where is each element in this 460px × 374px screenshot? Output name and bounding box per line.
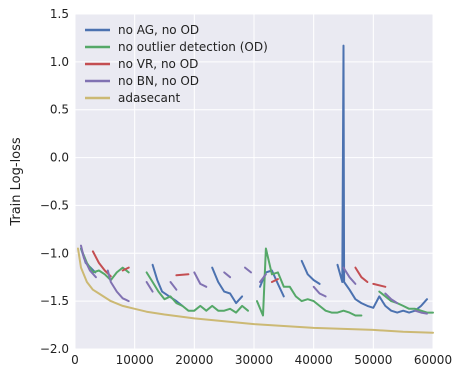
series-line bbox=[300, 259, 321, 285]
y-tick-label: 0.0 bbox=[50, 151, 69, 165]
legend: no AG, no OD no outlier detection (OD) no … bbox=[85, 23, 268, 105]
series-line bbox=[121, 266, 130, 272]
series-line bbox=[378, 290, 434, 314]
legend-label: no AG, no OD bbox=[118, 23, 199, 37]
series-line bbox=[145, 281, 154, 293]
series-line bbox=[259, 273, 267, 283]
series-line bbox=[372, 282, 387, 288]
x-tick-label: 40000 bbox=[295, 353, 333, 367]
legend-label: no BN, no OD bbox=[118, 74, 199, 88]
legend-label: no VR, no OD bbox=[118, 57, 198, 71]
series-line bbox=[336, 44, 428, 314]
legend-label: no outlier detection (OD) bbox=[118, 40, 268, 54]
y-axis-label: Train Log-loss bbox=[9, 137, 24, 227]
y-tick-label: −1.0 bbox=[40, 246, 69, 260]
series-line bbox=[106, 269, 130, 303]
series-layer bbox=[77, 44, 434, 334]
legend-label: adasecant bbox=[118, 91, 181, 105]
series-1 bbox=[80, 247, 434, 317]
y-tick-label: 1.0 bbox=[50, 55, 69, 69]
x-axis-ticks: 0 10000 20000 30000 40000 50000 60000 bbox=[71, 353, 452, 367]
series-line bbox=[145, 271, 249, 314]
series-line bbox=[414, 309, 428, 315]
x-tick-label: 60000 bbox=[414, 353, 452, 367]
series-line bbox=[223, 271, 232, 279]
x-tick-label: 20000 bbox=[175, 353, 213, 367]
y-tick-label: 0.5 bbox=[50, 103, 69, 117]
y-tick-label: −1.5 bbox=[40, 294, 69, 308]
series-line bbox=[256, 247, 363, 317]
y-tick-label: 1.5 bbox=[50, 7, 69, 21]
series-line bbox=[354, 266, 369, 283]
x-tick-label: 30000 bbox=[235, 353, 273, 367]
series-line bbox=[270, 278, 279, 283]
grid bbox=[74, 13, 434, 350]
series-line bbox=[80, 244, 97, 279]
series-line bbox=[77, 247, 434, 334]
series-line bbox=[244, 266, 252, 274]
y-axis-ticks: 1.5 1.0 0.5 0.0 −0.5 −1.0 −1.5 −2.0 bbox=[40, 7, 69, 356]
x-tick-label: 10000 bbox=[116, 353, 154, 367]
y-tick-label: −0.5 bbox=[40, 198, 69, 212]
series-line bbox=[175, 273, 190, 277]
series-line bbox=[169, 281, 178, 291]
series-line bbox=[80, 247, 130, 282]
series-line bbox=[342, 266, 357, 285]
x-tick-label: 50000 bbox=[354, 353, 392, 367]
series-line bbox=[384, 292, 399, 305]
series-4 bbox=[77, 247, 434, 334]
series-line bbox=[193, 271, 208, 288]
y-tick-label: −2.0 bbox=[40, 342, 69, 356]
series-line bbox=[151, 263, 184, 307]
series-line bbox=[211, 266, 244, 305]
series-3 bbox=[80, 244, 428, 315]
series-line bbox=[312, 285, 327, 298]
x-tick-label: 0 bbox=[71, 353, 79, 367]
